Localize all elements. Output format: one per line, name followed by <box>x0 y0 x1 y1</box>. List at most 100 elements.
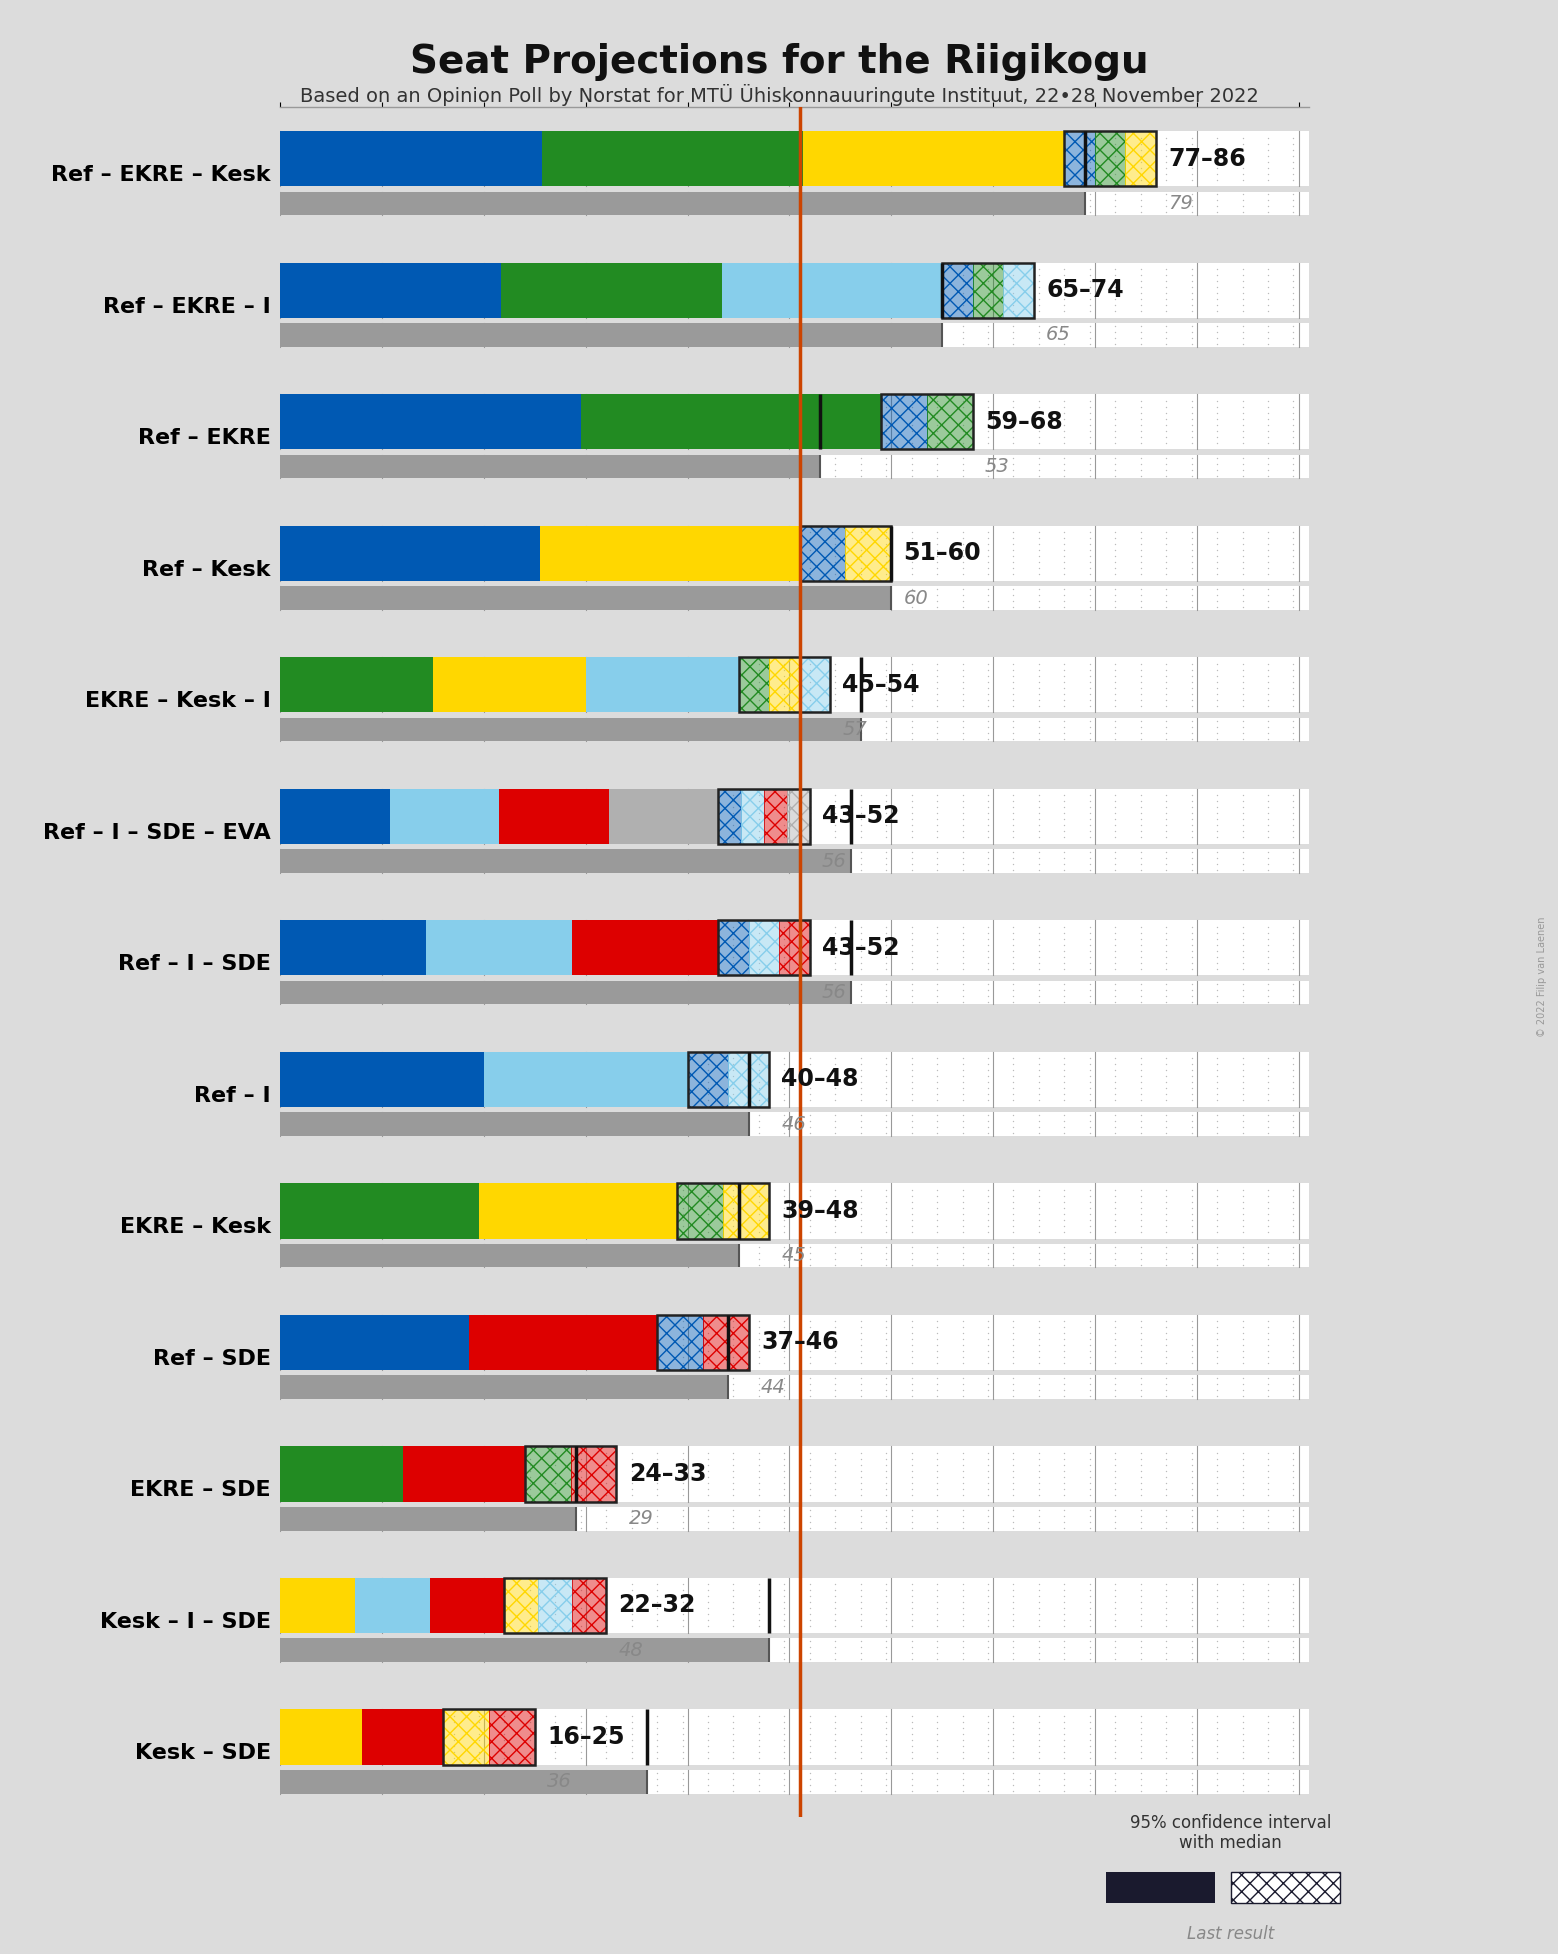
Bar <box>402 1446 525 1501</box>
Text: 79: 79 <box>1168 193 1193 213</box>
Bar <box>687 1051 729 1108</box>
Bar <box>657 1315 749 1370</box>
Bar <box>1064 131 1156 186</box>
Bar <box>444 1710 489 1764</box>
Bar <box>280 1637 770 1663</box>
Text: 51–60: 51–60 <box>904 541 982 565</box>
Bar <box>280 131 1309 186</box>
Bar <box>280 1245 1309 1268</box>
Bar <box>718 920 749 975</box>
Bar <box>718 920 810 975</box>
Bar <box>280 1446 402 1501</box>
Bar <box>280 789 390 844</box>
Bar <box>687 1051 729 1108</box>
Bar <box>678 1184 723 1239</box>
Text: Last result: Last result <box>1187 1925 1274 1942</box>
Bar <box>478 1184 678 1239</box>
Bar <box>882 395 927 449</box>
Bar <box>280 1770 1309 1794</box>
Bar <box>280 1376 729 1399</box>
Bar <box>1125 131 1156 186</box>
Bar <box>572 1577 606 1634</box>
Bar <box>657 1315 703 1370</box>
Bar <box>280 1315 469 1370</box>
Bar <box>749 920 779 975</box>
Bar <box>882 395 972 449</box>
Text: 65–74: 65–74 <box>1045 277 1123 303</box>
Bar <box>280 1577 1309 1634</box>
Bar <box>280 1507 576 1530</box>
Text: 16–25: 16–25 <box>547 1725 625 1749</box>
Bar <box>943 262 1035 319</box>
Bar <box>799 526 846 580</box>
Bar <box>542 131 802 186</box>
Bar <box>280 981 851 1004</box>
Bar <box>570 1446 617 1501</box>
Bar <box>280 1710 361 1764</box>
Bar <box>799 657 830 713</box>
Text: 39–48: 39–48 <box>782 1200 858 1223</box>
Bar <box>770 657 799 713</box>
Bar <box>280 586 1309 610</box>
Bar <box>280 131 542 186</box>
Text: 43–52: 43–52 <box>823 805 899 828</box>
Text: 56: 56 <box>823 852 848 871</box>
Text: Based on an Opinion Poll by Norstat for MTÜ Ühiskonnauuringute Instituut, 22•28 : Based on an Opinion Poll by Norstat for … <box>299 84 1259 106</box>
Bar <box>657 1315 703 1370</box>
Bar <box>539 1577 572 1634</box>
Bar <box>280 395 1309 449</box>
Text: 45: 45 <box>782 1247 805 1264</box>
Bar <box>280 322 943 346</box>
Bar <box>280 1376 1309 1399</box>
Bar <box>280 455 1309 479</box>
Bar <box>489 1710 534 1764</box>
Text: 40–48: 40–48 <box>782 1067 858 1092</box>
Bar <box>972 262 1003 319</box>
Bar <box>280 657 433 713</box>
Bar <box>787 789 810 844</box>
Bar <box>525 1446 570 1501</box>
Bar <box>280 1051 1309 1108</box>
Bar <box>280 1315 1309 1370</box>
Bar <box>505 1577 606 1634</box>
Bar <box>742 789 763 844</box>
Bar <box>718 789 810 844</box>
Bar <box>1003 262 1035 319</box>
Bar <box>1125 131 1156 186</box>
Text: 43–52: 43–52 <box>823 936 899 959</box>
Bar <box>738 657 770 713</box>
Bar <box>718 789 742 844</box>
Bar <box>280 191 1309 215</box>
Bar <box>280 262 1309 319</box>
Text: 22–32: 22–32 <box>619 1593 696 1618</box>
Bar <box>280 1770 647 1794</box>
Bar <box>280 1637 1309 1663</box>
Bar <box>927 395 972 449</box>
Bar <box>280 789 1309 844</box>
Bar <box>723 1184 770 1239</box>
Bar <box>361 1710 444 1764</box>
Bar <box>280 526 1309 580</box>
Bar <box>802 131 1064 186</box>
Bar <box>799 657 830 713</box>
Bar <box>787 789 810 844</box>
Bar <box>972 262 1003 319</box>
Bar <box>718 789 742 844</box>
Bar <box>280 1112 749 1135</box>
Bar <box>846 526 891 580</box>
Text: 46: 46 <box>782 1114 805 1133</box>
Bar <box>280 262 502 319</box>
Bar <box>499 789 609 844</box>
Bar <box>280 1112 1309 1135</box>
Bar <box>703 1315 749 1370</box>
Bar <box>687 1051 770 1108</box>
Bar <box>586 657 738 713</box>
Bar <box>280 526 541 580</box>
Bar <box>729 1051 770 1108</box>
Bar <box>280 717 1309 741</box>
Bar <box>280 1184 478 1239</box>
Bar <box>799 526 891 580</box>
Text: 60: 60 <box>904 588 929 608</box>
Bar <box>280 1577 355 1634</box>
Bar <box>280 717 860 741</box>
